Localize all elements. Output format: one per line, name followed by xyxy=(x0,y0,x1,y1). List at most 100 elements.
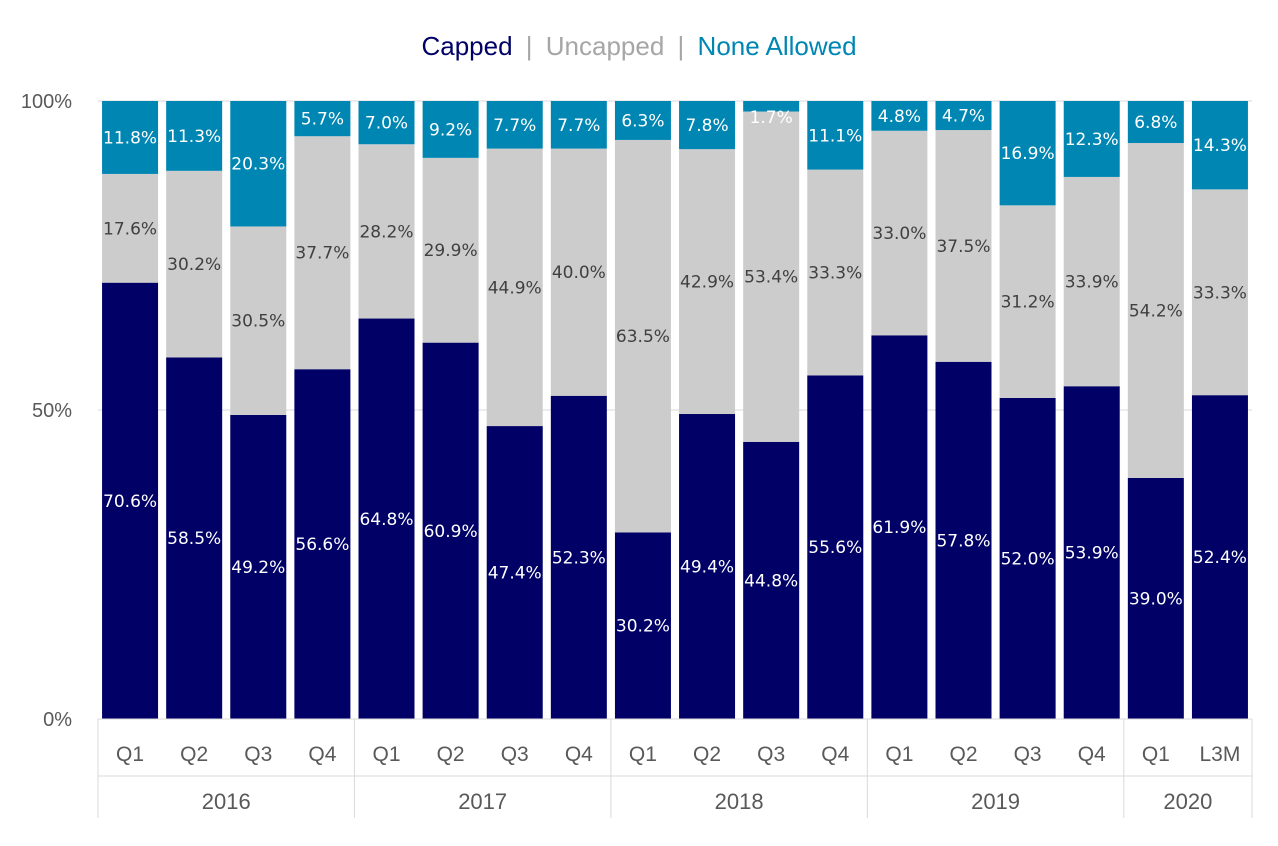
data-label-uncapped: 30.2% xyxy=(167,255,221,275)
bar-segment-capped xyxy=(1191,395,1248,719)
y-axis: 0% 50% 100% xyxy=(21,91,72,731)
bar-segment-uncapped xyxy=(358,144,415,319)
bar-segment-uncapped xyxy=(486,148,543,427)
data-label-uncapped: 44.9% xyxy=(488,278,542,298)
bar-segment-none-allowed xyxy=(614,101,671,140)
x-tick-label: Q1 xyxy=(116,743,144,766)
data-label-capped: 56.6% xyxy=(295,535,349,555)
bar-segment-uncapped xyxy=(1063,176,1120,387)
data-label-none-allowed: 6.3% xyxy=(621,111,664,131)
bar-segment-capped xyxy=(102,282,159,719)
x-group-label: 2018 xyxy=(715,789,764,814)
bar-segment-capped xyxy=(871,335,928,719)
x-tick-label: Q1 xyxy=(372,743,400,766)
bar-segment-capped xyxy=(550,395,607,719)
x-tick-label: Q1 xyxy=(1142,743,1170,766)
data-label-none-allowed: 4.8% xyxy=(878,107,921,127)
y-tick-label: 0% xyxy=(43,709,72,731)
bar-segment-uncapped xyxy=(166,170,223,358)
bar-segment-none-allowed xyxy=(1191,101,1248,190)
bar-segment-none-allowed xyxy=(294,101,351,137)
bar-segment-uncapped xyxy=(422,157,479,343)
bar-segment-none-allowed xyxy=(550,101,607,149)
data-label-capped: 57.8% xyxy=(936,531,990,551)
data-label-capped: 64.8% xyxy=(359,510,413,530)
data-label-none-allowed: 7.8% xyxy=(685,116,728,136)
x-group-label: 2020 xyxy=(1163,789,1212,814)
bar-segment-capped xyxy=(999,397,1056,719)
x-group-label: 2016 xyxy=(202,789,251,814)
data-label-capped: 52.4% xyxy=(1193,548,1247,568)
x-tick-label: Q3 xyxy=(757,743,785,766)
bar-segment-none-allowed xyxy=(743,101,800,112)
data-label-none-allowed: 12.3% xyxy=(1065,130,1119,150)
bar-segment-none-allowed xyxy=(1127,101,1184,144)
data-label-uncapped: 33.3% xyxy=(1193,283,1247,303)
data-label-none-allowed: 20.3% xyxy=(231,155,285,175)
data-label-capped: 52.3% xyxy=(552,548,606,568)
data-label-none-allowed: 1.7% xyxy=(750,108,793,128)
data-label-uncapped: 31.2% xyxy=(1001,293,1055,313)
bar-segment-none-allowed xyxy=(1063,101,1120,177)
data-label-uncapped: 28.2% xyxy=(359,222,413,242)
data-label-capped: 49.4% xyxy=(680,558,734,578)
bar-segment-capped xyxy=(743,441,800,719)
bar-segment-none-allowed xyxy=(166,101,223,171)
data-label-capped: 47.4% xyxy=(488,564,542,584)
bar-segment-none-allowed xyxy=(871,101,928,131)
data-label-uncapped: 30.5% xyxy=(231,312,285,332)
data-label-uncapped: 42.9% xyxy=(680,273,734,293)
bar-segment-capped xyxy=(166,357,223,719)
x-tick-label: Q4 xyxy=(565,743,593,766)
data-label-uncapped: 33.9% xyxy=(1065,273,1119,293)
legend-item-capped: Capped xyxy=(421,31,512,61)
bar-segment-none-allowed xyxy=(935,101,992,131)
x-tick-label: Q4 xyxy=(1078,743,1106,766)
legend-separator: | xyxy=(526,31,533,61)
x-tick-label: Q2 xyxy=(180,743,208,766)
data-label-capped: 70.6% xyxy=(103,492,157,512)
bar-segment-uncapped xyxy=(871,130,928,336)
data-label-none-allowed: 6.8% xyxy=(1134,113,1177,133)
legend-separator: | xyxy=(678,31,685,61)
data-label-none-allowed: 11.8% xyxy=(103,128,157,148)
x-group-label: 2019 xyxy=(971,789,1020,814)
x-tick-label: Q2 xyxy=(693,743,721,766)
data-label-capped: 53.9% xyxy=(1065,544,1119,564)
bar-segment-uncapped xyxy=(1127,143,1184,478)
legend-text: Capped | Uncapped | None Allowed xyxy=(421,31,856,61)
bar-segment-uncapped xyxy=(550,148,607,396)
bar-segment-none-allowed xyxy=(102,101,159,174)
data-label-none-allowed: 16.9% xyxy=(1001,144,1055,164)
data-label-none-allowed: 14.3% xyxy=(1193,136,1247,156)
data-labels: 70.6% 17.6% 11.8% 58.5% 30.2% 11.3% 49.2% 30.5%… xyxy=(103,107,1247,637)
data-label-uncapped: 37.5% xyxy=(936,237,990,257)
bar-segment-capped xyxy=(230,414,287,719)
data-label-uncapped: 33.0% xyxy=(872,224,926,244)
data-label-capped: 49.2% xyxy=(231,558,285,578)
data-label-none-allowed: 11.1% xyxy=(808,126,862,146)
bar-segment-capped xyxy=(1127,477,1184,719)
data-label-uncapped: 53.4% xyxy=(744,268,798,288)
bar-segment-none-allowed xyxy=(679,101,736,150)
x-tick-label: Q3 xyxy=(501,743,529,766)
x-tick-label: Q2 xyxy=(949,743,977,766)
legend-item-uncapped: Uncapped xyxy=(546,31,665,61)
data-label-none-allowed: 11.3% xyxy=(167,127,221,147)
data-label-capped: 61.9% xyxy=(872,518,926,538)
data-label-uncapped: 17.6% xyxy=(103,219,157,239)
x-axis: Q1 Q2 Q3 Q4 Q1 Q2 Q3 Q4 Q1 Q2 Q3 Q4 Q1 Q2 Q3 Q4 Q1 L3M 201… xyxy=(97,718,1253,818)
data-label-uncapped: 40.0% xyxy=(552,263,606,283)
bar-segment-capped xyxy=(614,532,671,719)
bar-segment-uncapped xyxy=(999,205,1056,398)
bar-segment-none-allowed xyxy=(807,101,864,170)
bar-segment-capped xyxy=(358,318,415,719)
data-label-uncapped: 54.2% xyxy=(1129,302,1183,322)
data-label-none-allowed: 5.7% xyxy=(301,110,344,130)
data-label-uncapped: 37.7% xyxy=(295,244,349,264)
data-label-uncapped: 33.3% xyxy=(808,263,862,283)
bar-segment-capped xyxy=(679,414,736,719)
data-label-none-allowed: 7.7% xyxy=(557,116,600,136)
